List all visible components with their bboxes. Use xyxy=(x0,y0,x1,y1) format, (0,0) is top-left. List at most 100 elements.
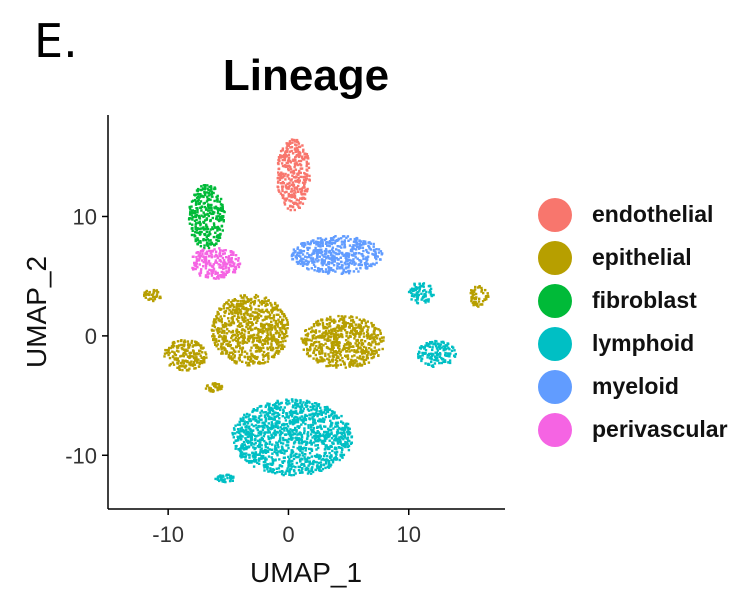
point xyxy=(286,334,289,338)
point xyxy=(197,221,200,225)
point xyxy=(295,161,298,164)
point xyxy=(230,351,234,354)
point xyxy=(266,428,270,431)
legend-item-endothelial[interactable]: endothelial xyxy=(538,193,728,236)
point xyxy=(366,266,369,270)
point xyxy=(193,210,197,213)
point xyxy=(329,257,332,260)
point xyxy=(257,335,260,338)
point xyxy=(318,413,321,416)
point xyxy=(198,216,201,219)
point xyxy=(277,176,280,180)
point xyxy=(231,431,234,435)
point xyxy=(287,465,290,468)
point xyxy=(313,408,316,411)
point xyxy=(348,316,351,319)
point xyxy=(244,433,247,436)
point xyxy=(297,142,301,145)
point xyxy=(249,304,252,307)
point xyxy=(215,242,218,245)
legend-item-perivascular[interactable]: perivascular xyxy=(538,408,728,451)
point xyxy=(296,433,299,436)
point xyxy=(375,351,378,354)
point xyxy=(256,333,259,337)
point xyxy=(307,255,311,258)
point xyxy=(204,353,208,356)
point xyxy=(309,439,313,442)
point xyxy=(291,418,294,422)
point xyxy=(213,187,216,191)
point xyxy=(353,354,356,357)
point xyxy=(305,162,309,166)
point xyxy=(329,465,332,468)
point xyxy=(299,197,302,200)
point xyxy=(196,211,199,214)
point xyxy=(286,321,289,324)
point xyxy=(422,295,425,298)
point xyxy=(246,313,249,316)
point xyxy=(222,340,226,344)
point xyxy=(249,349,252,352)
point xyxy=(304,453,307,456)
point xyxy=(479,303,482,306)
point xyxy=(212,390,215,393)
point xyxy=(242,305,245,309)
point xyxy=(411,293,414,296)
point xyxy=(269,325,272,328)
point xyxy=(242,302,245,305)
point xyxy=(217,263,220,266)
point xyxy=(189,211,192,214)
legend-label-epithelial: epithelial xyxy=(592,244,692,270)
point xyxy=(271,335,274,338)
legend-item-lymphoid[interactable]: lymphoid xyxy=(538,322,728,365)
point xyxy=(225,332,229,335)
point xyxy=(222,336,225,339)
point xyxy=(307,268,310,271)
point xyxy=(369,263,373,266)
legend-item-fibroblast[interactable]: fibroblast xyxy=(538,279,728,322)
point xyxy=(319,424,322,427)
point xyxy=(263,469,266,472)
point xyxy=(370,356,373,360)
point xyxy=(265,353,268,357)
point xyxy=(350,358,353,362)
point xyxy=(215,315,218,318)
point xyxy=(359,244,362,247)
point xyxy=(209,193,212,196)
point xyxy=(192,211,195,215)
point xyxy=(310,267,313,270)
point xyxy=(217,339,221,343)
point xyxy=(314,434,317,437)
point xyxy=(372,245,375,248)
x-tick-label: -10 xyxy=(152,522,184,547)
point xyxy=(355,241,359,244)
point xyxy=(302,192,305,196)
point xyxy=(265,442,268,445)
point xyxy=(335,248,338,251)
point xyxy=(333,451,337,454)
point xyxy=(469,291,472,295)
point xyxy=(301,253,305,256)
point xyxy=(316,419,320,423)
point xyxy=(254,326,258,330)
point xyxy=(292,184,295,188)
point xyxy=(305,164,308,168)
point xyxy=(339,438,342,441)
point xyxy=(352,254,355,257)
point xyxy=(237,448,240,451)
point xyxy=(262,311,265,314)
point xyxy=(365,250,369,254)
legend-item-epithelial[interactable]: epithelial xyxy=(538,236,728,279)
point xyxy=(210,203,213,207)
point xyxy=(294,402,297,405)
point xyxy=(248,427,252,431)
point xyxy=(280,423,284,426)
point xyxy=(275,307,279,310)
legend-item-myeloid[interactable]: myeloid xyxy=(538,365,728,408)
point xyxy=(313,334,316,337)
point xyxy=(342,438,345,441)
point xyxy=(373,326,376,330)
point xyxy=(318,352,321,356)
point xyxy=(275,323,278,326)
point xyxy=(218,234,221,238)
